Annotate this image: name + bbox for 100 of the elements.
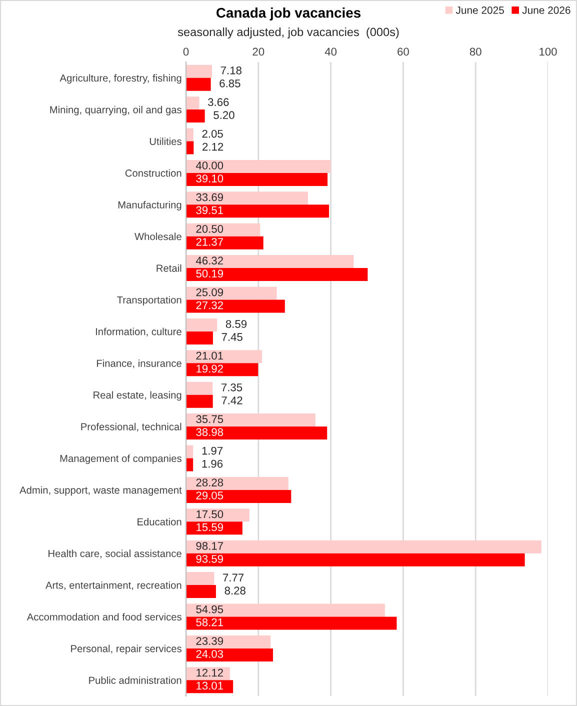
bar [186, 78, 211, 91]
data-label: 46.32 [196, 256, 223, 265]
bar [186, 445, 194, 458]
bar [186, 204, 330, 218]
data-label: 19.92 [196, 364, 223, 373]
legend-label: June 2026 [522, 6, 570, 14]
bar [186, 604, 385, 617]
y-tick-label: Real estate, leasing [94, 391, 182, 401]
data-label: 39.10 [196, 174, 224, 182]
data-label: 1.96 [202, 460, 223, 468]
bar [186, 350, 262, 364]
bar [186, 331, 213, 344]
x-tick-label: 0 [183, 48, 189, 56]
data-label: 13.01 [196, 682, 223, 690]
data-label: 58.21 [196, 618, 223, 626]
y-tick-label: Public administration [89, 676, 182, 684]
data-label: 21.01 [196, 352, 223, 360]
data-label: 15.59 [196, 523, 223, 532]
bar [186, 635, 271, 648]
bar [186, 236, 264, 250]
data-label: 54.95 [196, 605, 224, 614]
data-label: 8.59 [226, 320, 247, 328]
bar [186, 414, 316, 427]
x-tick-label: 40 [324, 48, 337, 56]
bar [186, 64, 212, 78]
bar [186, 382, 213, 395]
bar [186, 192, 308, 205]
y-tick-label: Retail [156, 264, 182, 272]
y-tick-label: Utilities [150, 138, 182, 146]
y-tick-label: Finance, insurance [97, 359, 182, 368]
data-label: 21.37 [196, 238, 223, 246]
data-label: 24.03 [196, 650, 224, 658]
y-tick-label: Health care, social assistance [48, 550, 182, 558]
data-label: 25.09 [196, 288, 223, 296]
bar [186, 616, 397, 630]
chart-subtitle: seasonally adjusted, job vacancies (000s) [178, 28, 399, 38]
bar [186, 648, 273, 662]
bar [186, 110, 205, 123]
bar [186, 286, 277, 300]
y-tick-label: Agriculture, forestry, fishing [60, 74, 182, 84]
data-label: 35.75 [196, 415, 224, 424]
y-tick-label: Professional, technical [81, 422, 182, 432]
y-tick-label: Information, culture [96, 328, 182, 336]
data-label: 7.77 [223, 574, 244, 582]
data-label: 1.97 [202, 446, 223, 455]
x-tick-label: 60 [398, 48, 409, 56]
data-label: 7.42 [222, 396, 242, 404]
data-label: 6.85 [220, 79, 240, 88]
data-label: 7.35 [222, 383, 242, 392]
y-tick-label: Admin, support, waste management [20, 486, 182, 496]
data-label: 39.51 [196, 206, 223, 214]
data-label: 38.98 [196, 428, 224, 436]
data-label: 23.39 [196, 637, 223, 645]
data-label: 93.59 [196, 554, 223, 563]
data-label: 40.00 [196, 162, 224, 170]
data-label: 5.20 [214, 111, 234, 120]
y-tick-label: Wholesale [134, 232, 182, 240]
bar [186, 553, 525, 566]
bar [186, 223, 260, 236]
data-label: 2.12 [202, 142, 224, 151]
bar [186, 268, 368, 282]
data-label: 33.69 [196, 193, 223, 202]
y-tick-label: Construction [125, 169, 182, 177]
y-tick-label: Manufacturing [118, 200, 182, 210]
y-tick-label: Management of companies [60, 454, 182, 464]
bar [186, 508, 250, 522]
data-label: 98.17 [196, 542, 223, 550]
bar [186, 141, 194, 154]
data-label: 7.18 [220, 66, 242, 74]
data-label: 50.19 [196, 270, 223, 278]
y-tick-label: Mining, quarrying, oil and gas [50, 106, 182, 116]
data-label: 27.32 [196, 301, 223, 310]
data-label: 2.05 [202, 130, 223, 138]
bar [186, 585, 216, 598]
x-tick-label: 100 [540, 48, 557, 56]
data-label: 3.66 [208, 98, 229, 106]
data-label: 12.12 [196, 668, 223, 677]
bar [186, 426, 328, 440]
y-tick-label: Education [138, 518, 182, 526]
legend-label: June 2025 [456, 6, 504, 14]
bar [186, 490, 292, 503]
data-label: 28.28 [196, 478, 224, 486]
bar [186, 318, 218, 332]
bar [186, 172, 328, 186]
data-label: 8.28 [224, 586, 246, 595]
x-tick-label: 80 [470, 48, 482, 56]
x-tick-label: 20 [252, 48, 264, 56]
bar [186, 476, 288, 490]
y-tick-label: Accommodation and food services [26, 613, 182, 621]
data-label: 20.50 [196, 224, 224, 233]
bar [186, 128, 194, 142]
y-tick-label: Personal, repair services [71, 644, 182, 654]
bar [186, 522, 242, 535]
bar [186, 96, 200, 110]
bar [186, 572, 214, 586]
bar [186, 363, 258, 376]
data-label: 17.50 [196, 510, 224, 518]
bar [186, 300, 285, 313]
data-label: 7.45 [222, 333, 242, 341]
chart-title: Canada job vacancies [216, 8, 360, 20]
